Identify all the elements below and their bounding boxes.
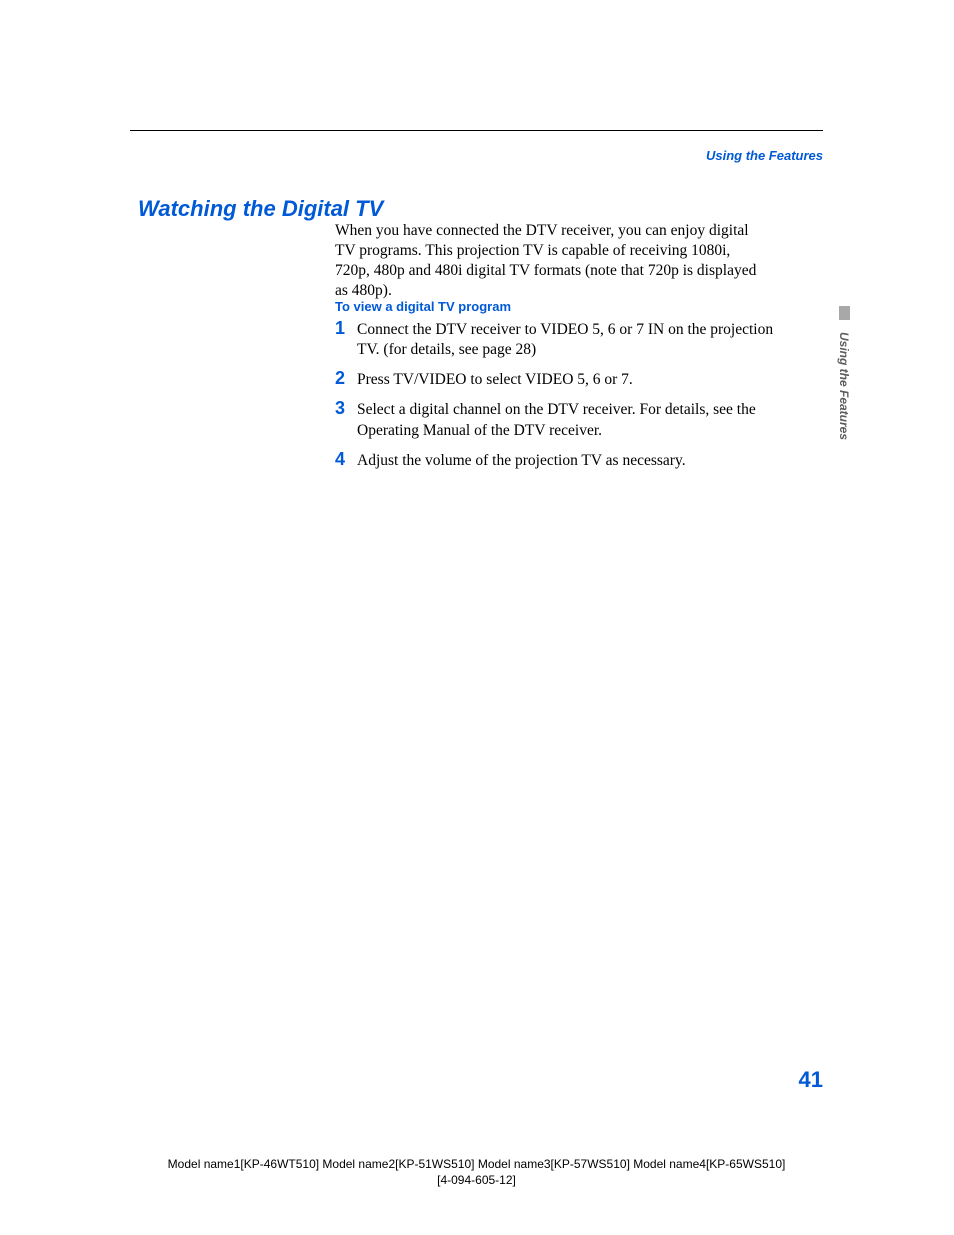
step-text: Adjust the volume of the projection TV a… — [357, 449, 686, 471]
thumb-index-label: Using the Features — [837, 332, 851, 440]
step-number: 1 — [335, 318, 357, 339]
page-title: Watching the Digital TV — [138, 196, 383, 222]
intro-paragraph: When you have connected the DTV receiver… — [335, 221, 765, 302]
step-number: 3 — [335, 398, 357, 419]
step-item: 4 Adjust the volume of the projection TV… — [335, 449, 775, 471]
procedure-heading: To view a digital TV program — [335, 299, 511, 314]
step-number: 4 — [335, 449, 357, 470]
header-section-label: Using the Features — [706, 148, 823, 163]
footer-model-line: Model name1[KP-46WT510] Model name2[KP-5… — [130, 1157, 823, 1171]
header-rule — [130, 130, 823, 131]
document-page: Using the Features Watching the Digital … — [0, 0, 954, 1235]
step-text: Select a digital channel on the DTV rece… — [357, 398, 775, 440]
step-item: 1 Connect the DTV receiver to VIDEO 5, 6… — [335, 318, 775, 360]
step-text: Connect the DTV receiver to VIDEO 5, 6 o… — [357, 318, 775, 360]
step-number: 2 — [335, 368, 357, 389]
thumb-index-tab — [839, 306, 850, 320]
page-number: 41 — [799, 1067, 823, 1093]
step-text: Press TV/VIDEO to select VIDEO 5, 6 or 7… — [357, 368, 633, 390]
footer-doc-id: [4-094-605-12] — [130, 1173, 823, 1187]
step-item: 3 Select a digital channel on the DTV re… — [335, 398, 775, 440]
procedure-steps: 1 Connect the DTV receiver to VIDEO 5, 6… — [335, 318, 775, 479]
step-item: 2 Press TV/VIDEO to select VIDEO 5, 6 or… — [335, 368, 775, 390]
